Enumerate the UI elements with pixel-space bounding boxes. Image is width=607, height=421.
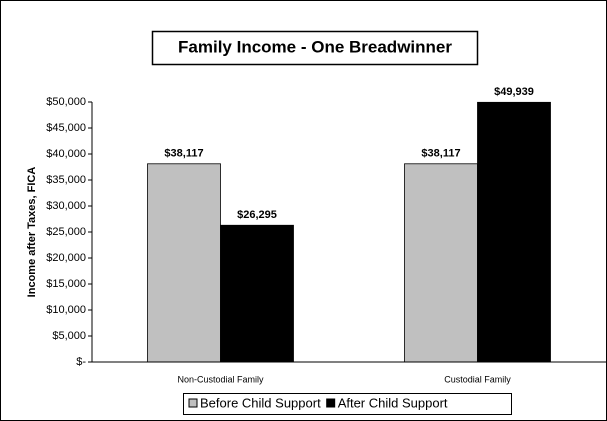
- bar: [147, 163, 221, 363]
- value-label: $38,117: [421, 148, 460, 160]
- y-tick-label: $15,000: [46, 278, 86, 290]
- y-tick-label: $35,000: [46, 174, 86, 186]
- legend-label: After Child Support: [338, 395, 448, 410]
- bar: [220, 224, 294, 363]
- x-tick-label: Non-Custodial Family: [177, 374, 264, 384]
- y-tick-label: $-: [76, 356, 86, 368]
- chart-title: Family Income - One Breadwinner: [178, 37, 452, 56]
- value-label: $38,117: [164, 148, 203, 160]
- value-label: $26,295: [237, 209, 277, 221]
- value-label: $49,939: [494, 86, 534, 98]
- y-tick-label: $20,000: [46, 252, 86, 264]
- bar: [404, 163, 478, 363]
- y-tick-label: $5,000: [52, 330, 86, 342]
- legend-label: Before Child Support: [200, 395, 321, 410]
- y-tick-label: $50,000: [46, 96, 86, 108]
- legend-swatch: [326, 398, 336, 408]
- y-tick-label: $40,000: [46, 148, 86, 160]
- y-tick-label: $25,000: [46, 226, 86, 238]
- y-tick-label: $10,000: [46, 304, 86, 316]
- x-tick-label: Custodial Family: [444, 374, 511, 384]
- bar: [477, 101, 551, 363]
- legend-swatch: [188, 398, 198, 408]
- y-tick-label: $30,000: [46, 200, 86, 212]
- y-axis-label: Income after Taxes, FICA: [26, 167, 38, 298]
- legend-box: [183, 393, 512, 415]
- title-box: [151, 30, 479, 66]
- y-tick-label: $45,000: [46, 122, 86, 134]
